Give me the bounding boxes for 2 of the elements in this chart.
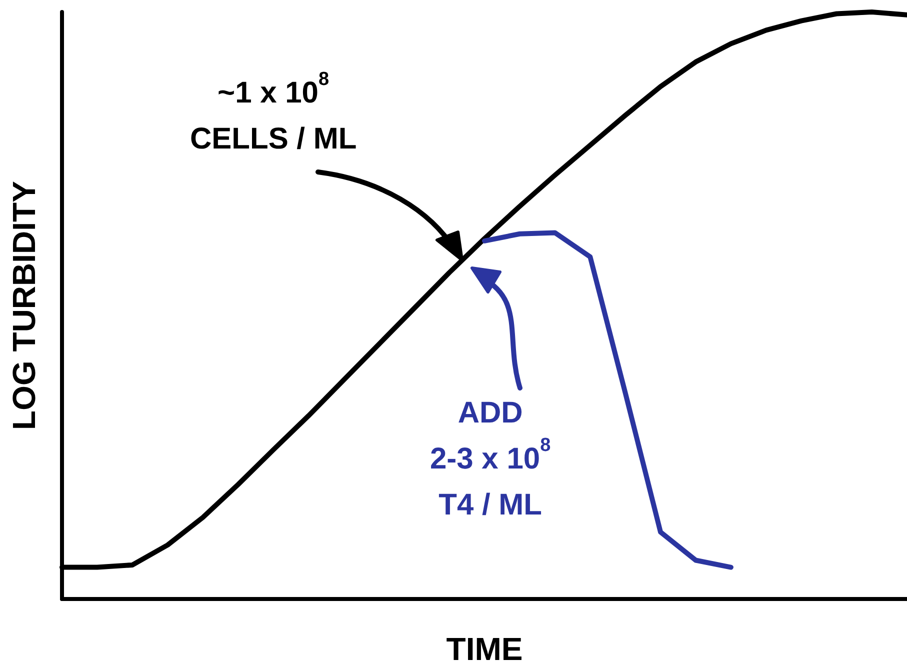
y-axis-title: LOG TURBIDITY <box>6 181 42 430</box>
x-axis-title: TIME <box>446 631 523 667</box>
